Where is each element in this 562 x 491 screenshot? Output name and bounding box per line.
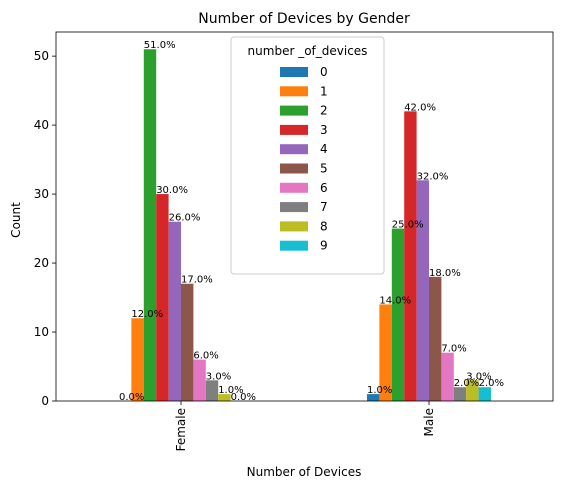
data-label: 2.0%	[454, 378, 479, 389]
legend-entry: 5	[320, 162, 328, 176]
legend-title: number _of_devices	[248, 44, 368, 58]
data-label: 12.0%	[131, 309, 163, 320]
legend-swatch	[280, 240, 308, 251]
bar	[429, 276, 442, 401]
y-tick-label: 40	[34, 118, 49, 132]
legend-swatch	[280, 86, 308, 97]
plot-bars	[131, 49, 491, 402]
data-label: 1.0%	[367, 385, 392, 396]
data-label: 14.0%	[379, 295, 411, 306]
bar	[379, 304, 392, 401]
data-label: 17.0%	[181, 275, 213, 286]
bar	[367, 394, 380, 401]
legend-entry: 8	[320, 219, 328, 233]
x-tick-label: Male	[422, 408, 436, 436]
legend-entry: 6	[320, 181, 328, 195]
bar	[478, 387, 491, 401]
plot-frame	[55, 31, 554, 402]
legend-swatch	[280, 221, 308, 232]
legend: number _of_devices 0 1 2 3 4 5 6 7 8 9	[230, 36, 385, 275]
data-label: 42.0%	[404, 102, 436, 113]
y-axis-label: Count	[9, 202, 23, 238]
data-label: 1.0%	[218, 385, 243, 396]
bar	[218, 394, 231, 401]
data-label: 3.0%	[206, 371, 231, 382]
legend-entry: 1	[320, 84, 328, 98]
data-label: 18.0%	[429, 268, 461, 279]
bar	[441, 352, 454, 401]
legend-swatch	[280, 182, 308, 193]
legend-entry: 3	[320, 123, 328, 137]
legend-swatch	[280, 105, 308, 116]
data-label: 25.0%	[392, 220, 424, 231]
y-tick-label: 50	[34, 49, 49, 63]
data-label: 0.0%	[119, 392, 144, 403]
bar	[156, 194, 169, 401]
legend-entry: 7	[320, 200, 328, 214]
data-label: 6.0%	[193, 351, 218, 362]
y-tick-label: 20	[34, 256, 49, 270]
legend-swatch	[280, 144, 308, 155]
chart-title: Number of Devices by Gender	[198, 11, 410, 27]
x-axis-label: Number of Devices	[247, 465, 362, 479]
bar	[416, 180, 429, 401]
data-label: 26.0%	[169, 213, 201, 224]
bar	[143, 49, 157, 402]
plot-data-labels: 0.0%1.0%12.0%14.0%51.0%25.0%30.0%42.0%26…	[119, 40, 504, 403]
legend-swatch	[280, 67, 308, 77]
legend-swatch	[280, 124, 308, 135]
bar	[391, 228, 405, 401]
data-label: 32.0%	[417, 171, 449, 182]
legend-entry: 2	[320, 104, 328, 118]
bar	[168, 221, 181, 401]
x-tick-label: Female	[174, 408, 188, 451]
data-label: 7.0%	[441, 344, 466, 355]
data-label: 2.0%	[479, 378, 504, 389]
bar	[181, 283, 194, 401]
legend-entry: 0	[320, 65, 328, 79]
legend-entry: 4	[320, 142, 328, 156]
legend-swatch	[280, 163, 308, 174]
data-label: 3.0%	[466, 371, 491, 382]
legend-box	[230, 36, 385, 275]
legend-entry: 9	[320, 239, 328, 253]
y-tick-label: 0	[41, 394, 49, 408]
data-label: 30.0%	[156, 185, 188, 196]
y-tick-label: 30	[34, 187, 49, 201]
bar	[131, 318, 144, 401]
bar	[453, 387, 467, 401]
bar	[205, 380, 219, 401]
bar	[466, 380, 479, 401]
legend-swatch	[280, 202, 308, 213]
data-label: 0.0%	[231, 392, 256, 403]
bar	[193, 359, 206, 401]
data-label: 51.0%	[144, 40, 176, 51]
y-tick-label: 10	[34, 325, 49, 339]
bar	[404, 111, 417, 402]
